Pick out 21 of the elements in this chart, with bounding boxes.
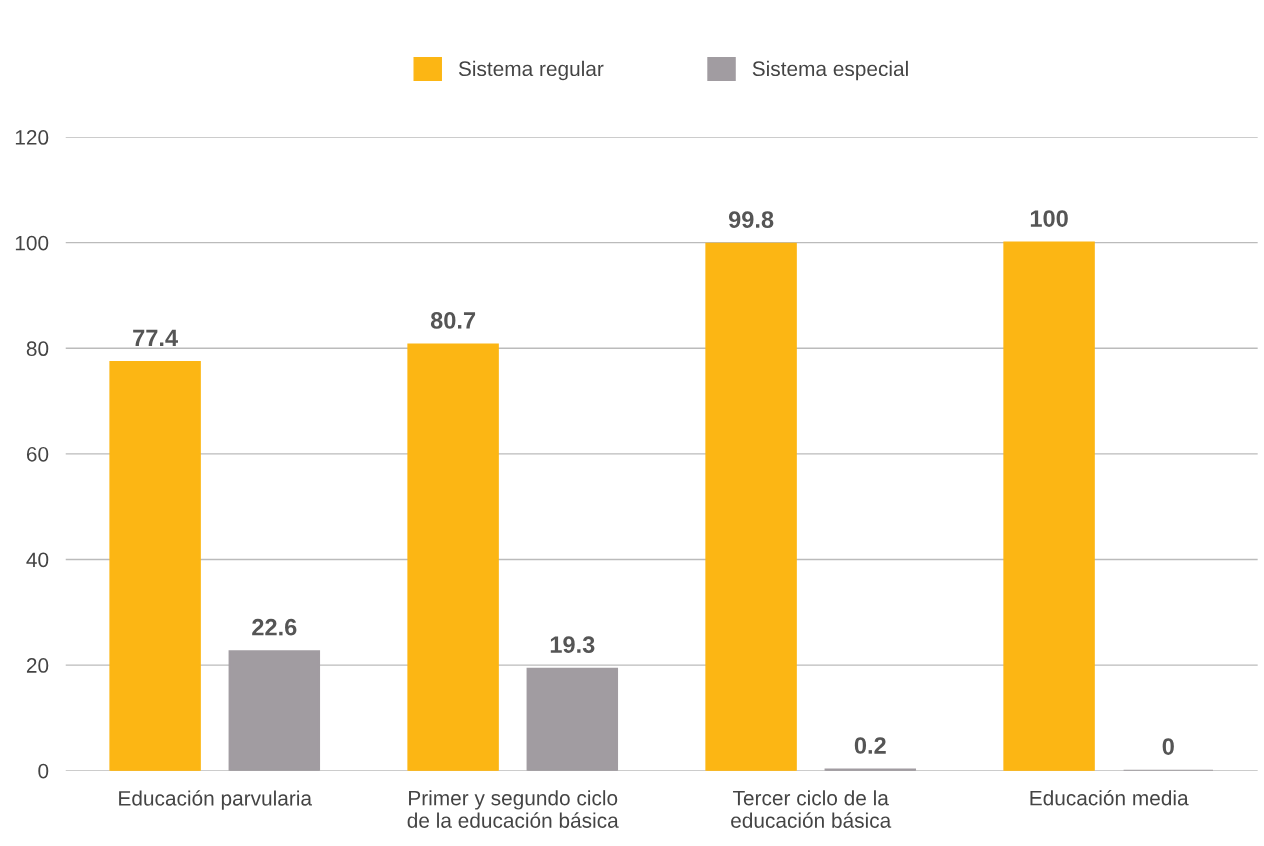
- data-label: 22.6: [252, 618, 297, 636]
- legend-label: Sistema especial: [752, 60, 908, 81]
- y-tick-label: 80: [26, 341, 49, 357]
- data-label: 99.8: [728, 211, 774, 228]
- data-label: 100: [1030, 210, 1068, 227]
- data-label: 80.7: [430, 312, 476, 329]
- data-label: 0.2: [854, 737, 886, 754]
- y-tick-label: 40: [26, 552, 49, 568]
- x-tick-label: Educación media: [1030, 789, 1189, 806]
- y-tick-label: 100: [15, 235, 49, 251]
- data-label: 0: [1162, 738, 1174, 755]
- y-tick-label: 20: [26, 658, 49, 673]
- x-tick-label: Educación parvularia: [119, 790, 313, 810]
- legend-label: Sistema regular: [458, 60, 604, 81]
- x-tick-label: Primer y segundo ciclo de la educación básica: [407, 790, 619, 828]
- data-label: 19.3: [550, 636, 595, 654]
- x-tick-label: Tercer ciclo de la educación básica: [731, 790, 892, 828]
- data-label: 77.4: [133, 329, 178, 346]
- y-tick-label: 60: [26, 446, 49, 462]
- y-tick-label: 120: [15, 130, 49, 145]
- y-tick-label: 0: [38, 763, 49, 779]
